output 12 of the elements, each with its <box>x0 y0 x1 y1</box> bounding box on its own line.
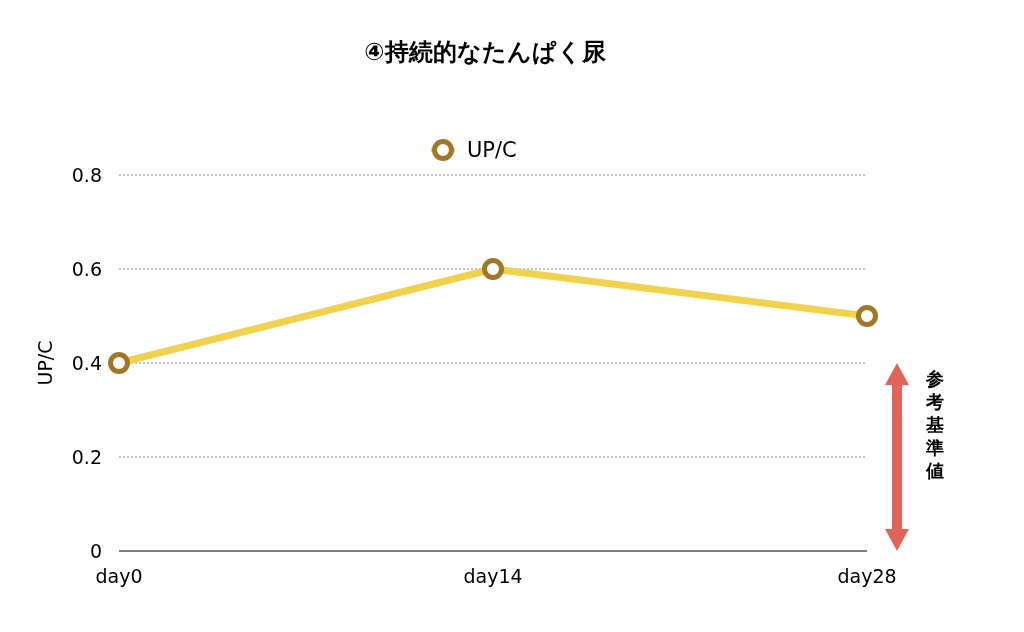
y-tick-label: 0.2 <box>71 445 102 468</box>
y-tick-label: 0.8 <box>71 163 102 186</box>
x-tick-label: day0 <box>95 565 143 587</box>
y-tick-label: 0.6 <box>71 257 102 280</box>
x-tick-label: day28 <box>837 565 897 587</box>
chart-title: ④持続的なたんぱく尿 <box>364 38 607 66</box>
y-axis-title: UP/C <box>34 340 56 386</box>
legend-label: UP/C <box>467 138 517 163</box>
x-tick-label: day14 <box>463 565 523 587</box>
y-tick-label: 0 <box>89 539 102 562</box>
text: 参考基準値 <box>925 368 944 481</box>
y-tick-label: 0.4 <box>71 351 102 374</box>
